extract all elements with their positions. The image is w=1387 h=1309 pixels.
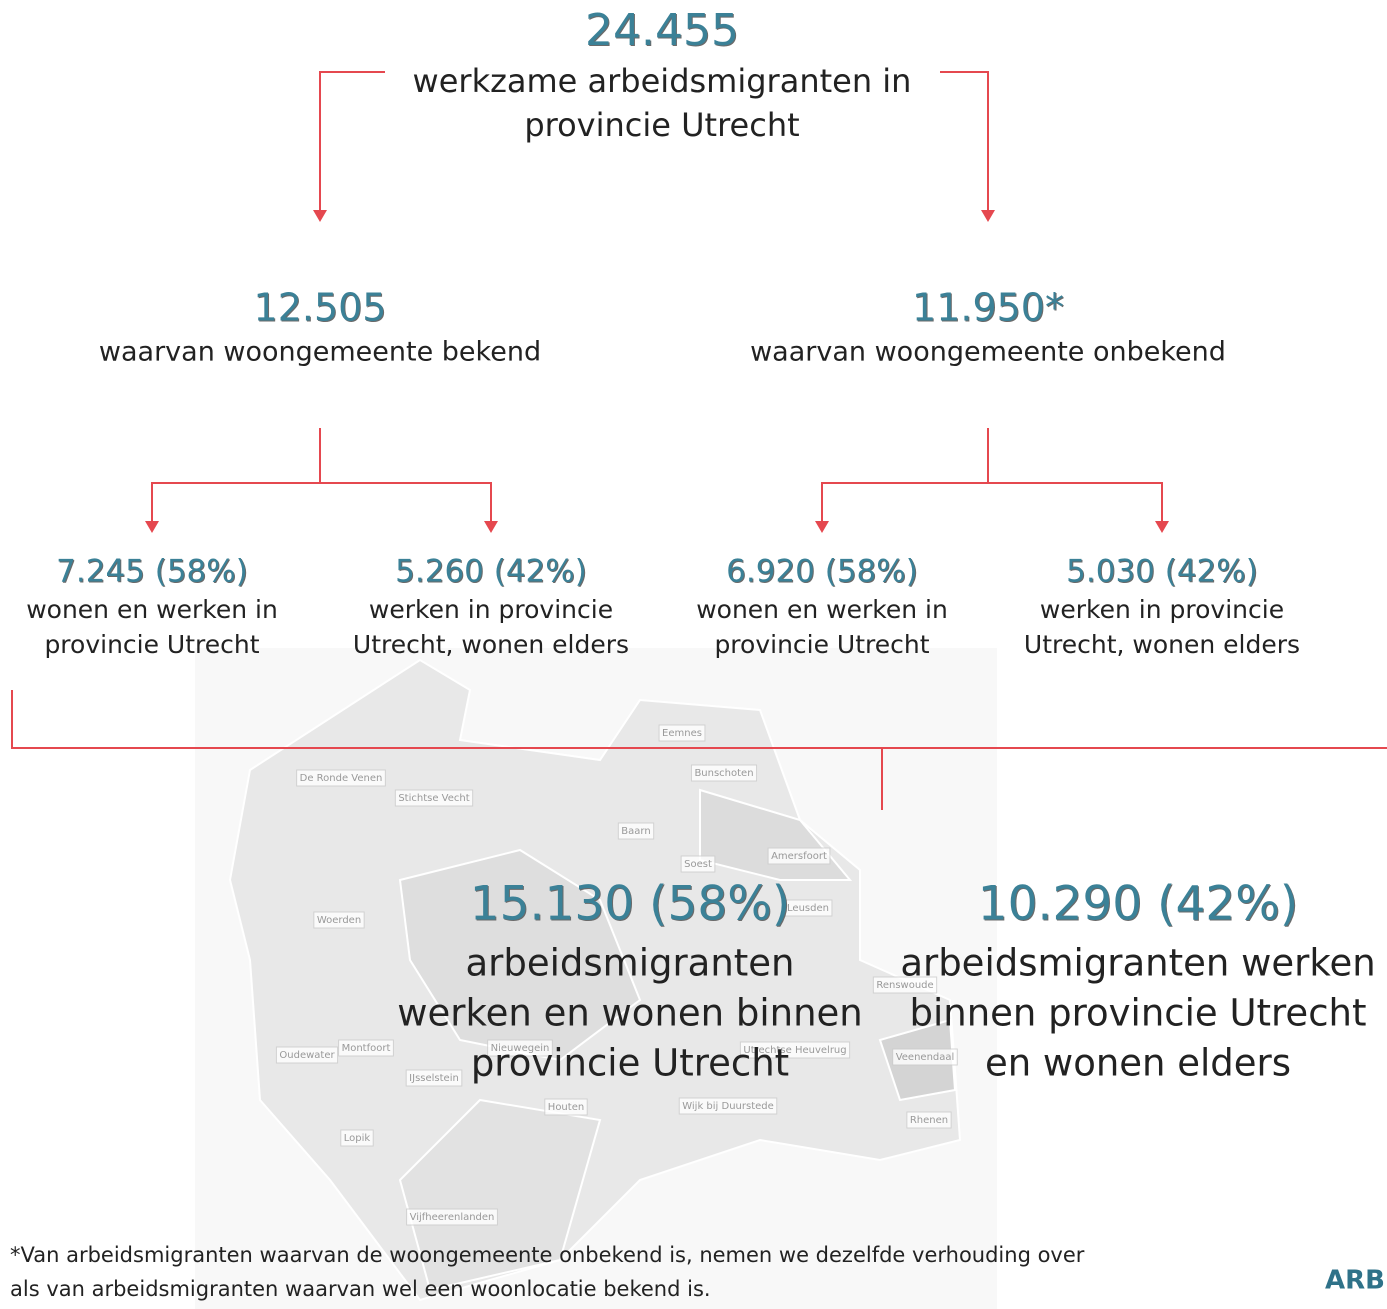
summary-value: 15.130 (58%)	[470, 877, 791, 932]
map-label-box	[544, 1098, 588, 1116]
map-label-box	[340, 1129, 374, 1147]
node-label: werken in provincie	[369, 595, 613, 624]
summary-label: provincie Utrecht	[471, 1042, 789, 1085]
node-label: Utrecht, wonen elders	[1024, 630, 1300, 659]
map-label: Woerden	[317, 915, 361, 926]
map-label-box	[313, 911, 365, 929]
node-label: waarvan woongemeente bekend	[99, 337, 541, 368]
map-labels: Eemnes Bunschoten De Ronde Venen Stichtse V…	[275, 724, 958, 1226]
connectors	[11, 71, 1387, 810]
map-label: Amersfoort	[771, 851, 827, 862]
map-label: Stichtse Vecht	[398, 793, 469, 804]
footnote: *Van arbeidsmigranten waarvan de woongem…	[10, 1243, 1085, 1267]
summary-label: arbeidsmigranten werken	[900, 942, 1375, 985]
summary-label: arbeidsmigranten	[465, 942, 794, 985]
map-label: Rhenen	[910, 1115, 948, 1126]
map-label: Leusden	[787, 903, 829, 914]
map-label: Veenendaal	[896, 1052, 955, 1063]
summary-value: 10.290 (42%)	[978, 877, 1299, 932]
node-label: werken in provincie	[1040, 595, 1284, 624]
node-label: provincie Utrecht	[44, 630, 259, 659]
map-label-box	[783, 899, 833, 917]
logo: ARB	[1325, 1266, 1385, 1296]
map-label-box	[394, 789, 474, 807]
node-value: 7.245 (58%)	[56, 554, 248, 590]
map-label: Wijk bij Duurstede	[682, 1101, 774, 1112]
node-value: 12.505	[254, 286, 387, 330]
map-label-box	[690, 764, 758, 782]
node-value: 5.030 (42%)	[1066, 554, 1258, 590]
map-label-box	[892, 1048, 958, 1066]
map-label-box	[406, 1208, 498, 1226]
map-background	[195, 648, 997, 1309]
footnote: als van arbeidsmigranten waarvan wel een…	[10, 1277, 711, 1301]
node-value: 5.260 (42%)	[395, 554, 587, 590]
map-label: Renswoude	[876, 980, 933, 991]
map-label-box	[275, 1046, 339, 1064]
map-label-box	[487, 1039, 553, 1057]
map-label: Nieuwegein	[491, 1043, 550, 1054]
total-label: werkzame arbeidsmigranten in	[413, 62, 912, 100]
node-label: Utrecht, wonen elders	[353, 630, 629, 659]
node-value: 11.950*	[912, 286, 1064, 330]
node-label: provincie Utrecht	[714, 630, 929, 659]
map-label-box	[767, 847, 831, 865]
node-label: wonen en werken in	[26, 595, 278, 624]
map-label-box	[906, 1111, 952, 1129]
map-label: Eemnes	[662, 728, 702, 739]
map-label: De Ronde Venen	[300, 773, 383, 784]
map-label: Oudewater	[279, 1050, 335, 1061]
map-label: Bunschoten	[694, 768, 753, 779]
map-label-box	[617, 822, 655, 840]
map-label-box	[739, 1041, 851, 1059]
map-label: Baarn	[621, 826, 650, 837]
node-value: 6.920 (58%)	[726, 554, 918, 590]
map-label-box	[338, 1039, 394, 1057]
map-label: Lopik	[344, 1133, 371, 1144]
map-label-box	[296, 769, 386, 787]
total-value: 24.455	[585, 5, 739, 56]
map-label-box	[872, 976, 938, 994]
map-label: Vijfheerenlanden	[410, 1212, 495, 1223]
node-label: wonen en werken in	[696, 595, 948, 624]
summary-label: en wonen elders	[985, 1042, 1291, 1085]
map-label: Utrechtse Heuvelrug	[743, 1045, 846, 1056]
map-label-box	[678, 1097, 778, 1115]
map-label-box	[658, 724, 706, 742]
summary-label: binnen provincie Utrecht	[910, 992, 1367, 1035]
map-label-box	[680, 855, 716, 873]
map-label: IJsselstein	[409, 1073, 459, 1084]
map-label: Soest	[684, 859, 712, 870]
map-label: Montfoort	[342, 1043, 391, 1054]
summary-label: werken en wonen binnen	[397, 992, 863, 1035]
node-label: waarvan woongemeente onbekend	[750, 337, 1226, 368]
map-label: Houten	[548, 1102, 584, 1113]
map-label-box	[405, 1069, 463, 1087]
total-label: provincie Utrecht	[524, 106, 799, 144]
